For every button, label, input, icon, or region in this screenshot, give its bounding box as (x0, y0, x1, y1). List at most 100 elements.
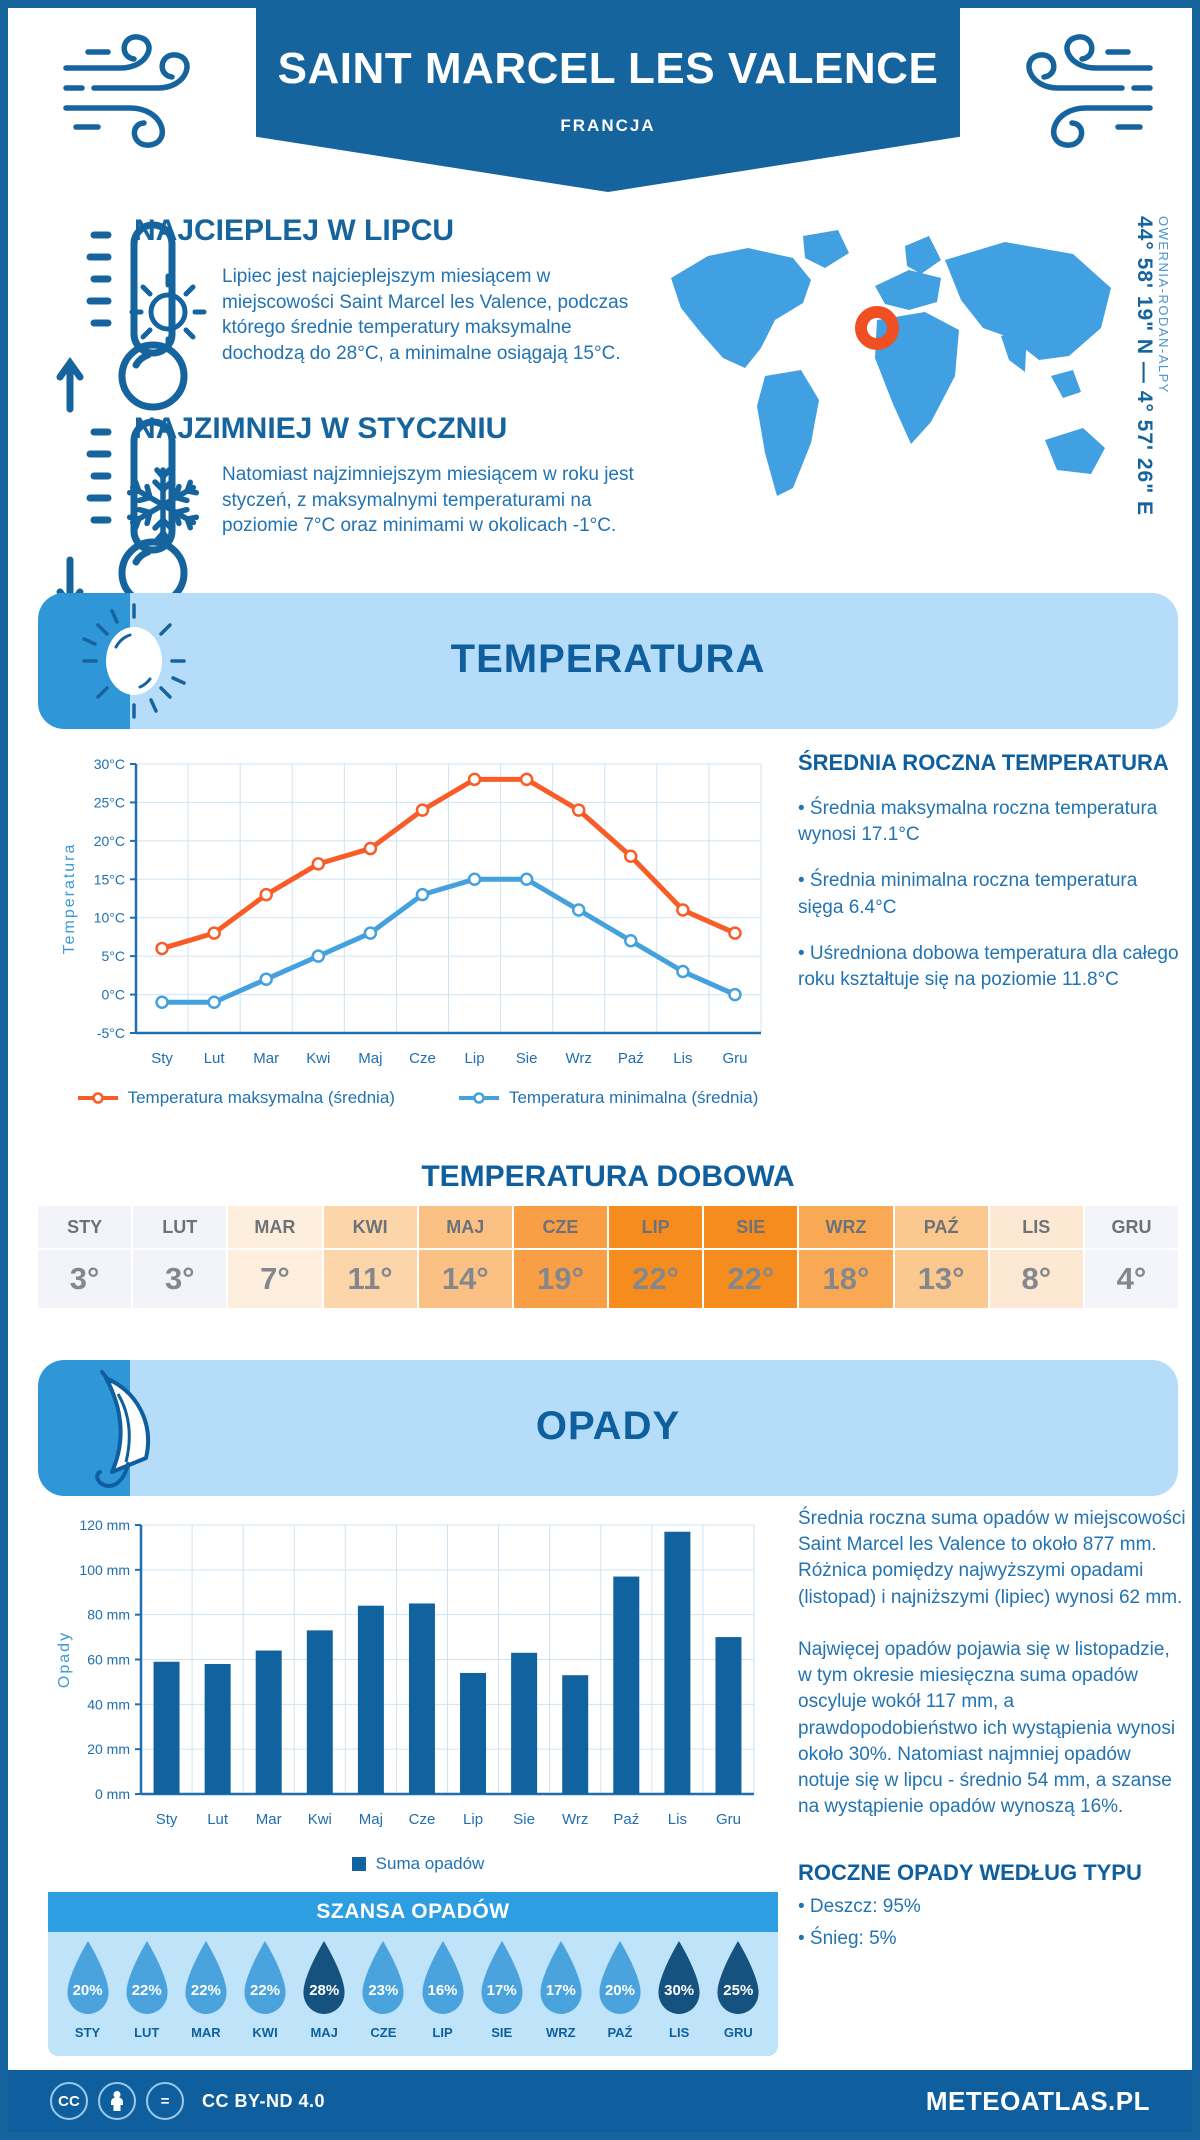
license-label: CC BY-ND 4.0 (202, 2090, 326, 2111)
title-ribbon: SAINT MARCEL LES VALENCE FRANCJA (256, 8, 960, 192)
chance-drop: 20% STY (62, 1940, 114, 2040)
legend-item-min: Temperatura minimalna (średnia) (458, 1088, 758, 1108)
fact-cold-title: NAJZIMNIEJ W STYCZNIU (134, 412, 508, 445)
svg-text:15°C: 15°C (94, 871, 125, 887)
temperature-banner-title: TEMPERATURA (450, 637, 766, 681)
wind-icon (63, 34, 190, 148)
droplet-icon (362, 1941, 404, 2014)
daily-table-value: 22° (727, 1261, 775, 1296)
footer: CC = CC BY-ND 4.0 METEOATLAS.PL (8, 2070, 1192, 2132)
daily-table-month: CZE (513, 1206, 608, 1250)
svg-text:-5°C: -5°C (97, 1025, 125, 1041)
daily-table-month: SIE (704, 1206, 798, 1250)
chance-month: CZE (370, 2025, 397, 2040)
country-label: FRANCJA (560, 116, 656, 135)
droplet-icon (303, 1941, 345, 2014)
precipitation-paragraph: Średnia roczna suma opadów w miejscowośc… (798, 1508, 1186, 1608)
precipitation-legend: Suma opadów (68, 1854, 768, 1874)
svg-text:Gru: Gru (722, 1050, 747, 1067)
svg-text:Lis: Lis (668, 1811, 687, 1828)
daily-table-value: 18° (822, 1261, 870, 1296)
svg-text:5°C: 5°C (102, 948, 126, 964)
daily-table-value: 3° (69, 1261, 100, 1296)
svg-text:10°C: 10°C (94, 910, 125, 926)
chance-value: 28% (309, 1982, 340, 1999)
svg-text:Sty: Sty (151, 1050, 173, 1067)
svg-text:Maj: Maj (358, 1050, 382, 1067)
chance-value: 17% (486, 1982, 517, 1999)
precipitation-banner-title: OPADY (535, 1404, 681, 1448)
daily-table-month: MAJ (418, 1206, 512, 1250)
sun-icon (129, 273, 207, 351)
chance-value: 22% (250, 1982, 281, 1999)
legend-item-sum: Suma opadów (351, 1854, 485, 1874)
daily-table-column: GRU 4° (1084, 1206, 1179, 1308)
svg-text:Paź: Paź (618, 1050, 644, 1067)
droplet-icon (717, 1941, 759, 2014)
legend-sum-marker (351, 1857, 366, 1871)
chance-drop: 28% MAJ (298, 1940, 350, 2040)
svg-text:80 mm: 80 mm (87, 1607, 130, 1623)
svg-text:Paź: Paź (613, 1811, 639, 1828)
precipitation-chance-drops: 20% STY 22% LUT 22% MAR 22% KWI 28% MAJ … (48, 1932, 778, 2040)
daily-table-month: WRZ (799, 1206, 893, 1250)
svg-text:25°C: 25°C (94, 794, 125, 810)
chance-drop: 25% GRU (712, 1940, 764, 2040)
temperature-stats: ŚREDNIA ROCZNA TEMPERATURA • Średnia mak… (798, 750, 1186, 993)
daily-table-month: LUT (133, 1206, 227, 1250)
daily-table-column: LIS 8° (989, 1206, 1085, 1308)
svg-text:Gru: Gru (716, 1811, 741, 1828)
droplet-icon (126, 1941, 168, 2014)
sun-banner-icon (82, 603, 186, 719)
chance-month: LIP (432, 2025, 453, 2040)
temperature-stat: • Średnia maksymalna roczna temperatura … (798, 798, 1158, 846)
thermometer-up-icon (56, 221, 188, 413)
daily-table-column: STY 3° (38, 1206, 134, 1308)
svg-text:Lip: Lip (465, 1050, 485, 1067)
daily-table-value: 7° (260, 1261, 290, 1296)
chance-drop: 23% CZE (357, 1940, 409, 2040)
droplet-icon (185, 1941, 227, 2014)
temperature-line-chart: -5°C 0°C 5°C 10°C 15°C 20°C 25°C 30°C Sty Lut Mar K… (61, 756, 762, 1067)
chance-drop: 17% WRZ (535, 1940, 587, 2040)
svg-text:Sty: Sty (156, 1811, 178, 1828)
svg-text:Mar: Mar (256, 1811, 282, 1828)
chance-drop: 17% SIE (476, 1940, 528, 2040)
wind-icon (1026, 34, 1153, 148)
svg-text:Maj: Maj (359, 1811, 383, 1828)
droplet-icon (481, 1941, 523, 2014)
chance-value: 22% (190, 1982, 221, 1999)
snowflake-icon (118, 460, 208, 550)
svg-text:Lut: Lut (207, 1811, 229, 1828)
chance-month: WRZ (546, 2025, 576, 2040)
page-title: SAINT MARCEL LES VALENCE (277, 44, 939, 93)
svg-text:0 mm: 0 mm (95, 1786, 130, 1802)
temperature-stat: • Średnia minimalna roczna temperatura s… (798, 870, 1138, 918)
chance-month: GRU (723, 2025, 753, 2040)
daily-table-month: LIS (989, 1206, 1083, 1250)
chance-month: PAŹ (607, 2025, 633, 2040)
precipitation-type-title: ROCZNE OPADY WEDŁUG TYPU (798, 1860, 1142, 1886)
attribution-person-icon (98, 2082, 136, 2120)
world-map (671, 230, 1111, 496)
precipitation-banner: OPADY (38, 1360, 1178, 1496)
daily-table-value: 11° (347, 1261, 393, 1296)
droplet-icon (67, 1941, 109, 2014)
legend-max-marker (77, 1092, 118, 1104)
daily-table-value: 19° (537, 1261, 584, 1296)
chance-value: 20% (604, 1982, 635, 1999)
droplet-icon (658, 1941, 700, 2014)
svg-text:Wrz: Wrz (562, 1811, 588, 1828)
legend-sum-label: Suma opadów (375, 1854, 485, 1873)
location-marker (855, 306, 899, 350)
daily-table-column: PAŹ 13° (894, 1206, 990, 1308)
chance-value: 22% (131, 1982, 162, 1999)
daily-table-value: 22° (632, 1261, 680, 1296)
precipitation-bar-chart: 0 mm 20 mm 40 mm 60 mm 80 mm 100 mm 120 mm Sty L… (56, 1517, 755, 1828)
chance-drop: 16% LIP (417, 1940, 469, 2040)
daily-table-month: MAR (228, 1206, 322, 1250)
chance-month: STY (74, 2025, 101, 2040)
svg-text:60 mm: 60 mm (87, 1652, 130, 1668)
fact-warm-title: NAJCIEPLEJ W LIPCU (134, 214, 455, 247)
temperature-stat: • Uśredniona dobowa temperatura dla całe… (798, 942, 1179, 991)
